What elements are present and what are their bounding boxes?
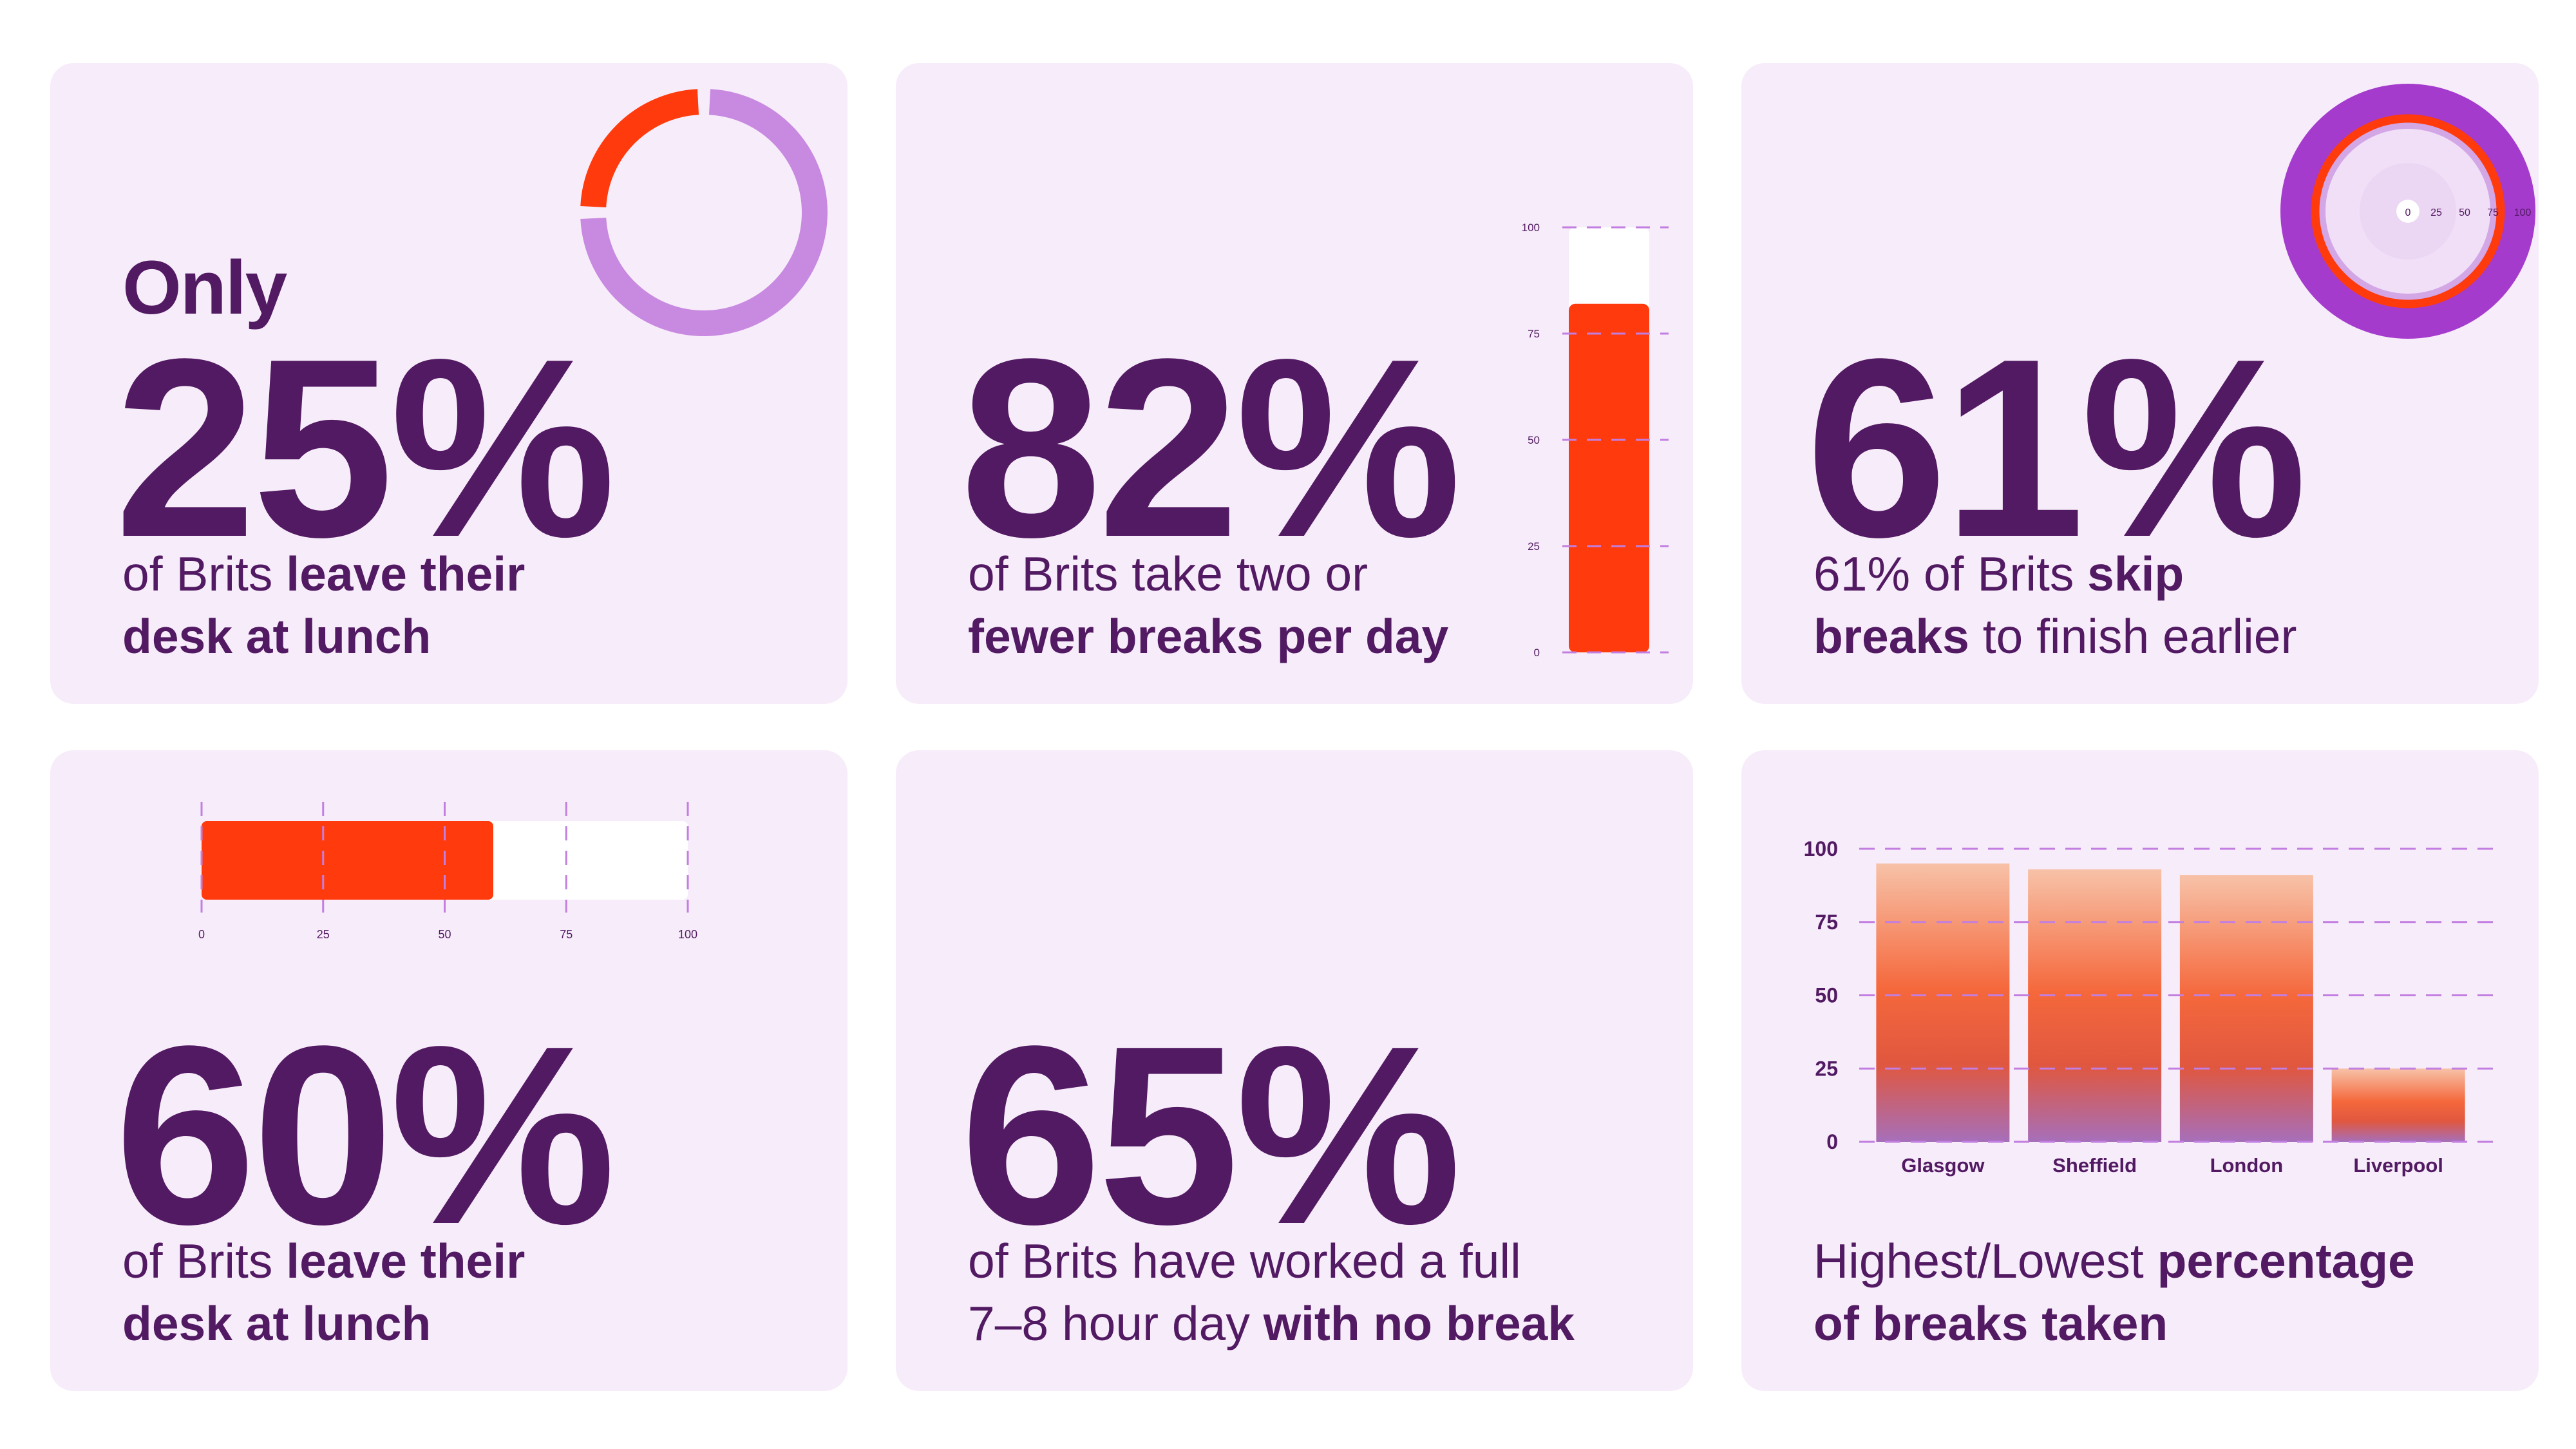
tick-label: 25	[317, 928, 330, 941]
tick-label: 75	[2487, 207, 2499, 218]
tick-label: 100	[2514, 207, 2532, 218]
donut-chart	[580, 89, 828, 336]
stat-description: of Brits leave their desk at lunch	[122, 1230, 525, 1355]
tick-label: 25	[2430, 207, 2442, 218]
donut-slice	[580, 89, 699, 208]
radial-chart: 0 25 50 75 100	[2280, 84, 2535, 339]
desc-text: desk at lunch	[122, 609, 431, 663]
radial-value-ring	[2311, 114, 2505, 308]
category-label: Liverpool	[2353, 1154, 2443, 1177]
stat-card-city-breaks: Glasgow Sheffield London Liverpool 0 25 50 75 10…	[1741, 750, 2539, 1391]
tick-label: 50	[438, 928, 451, 941]
category-label: London	[2210, 1154, 2284, 1177]
category-label: Glasgow	[1901, 1154, 1985, 1177]
bar	[2331, 1068, 2465, 1142]
desc-text: 61% of Brits	[1814, 547, 2088, 601]
bar	[202, 821, 493, 900]
radial-center	[2396, 200, 2420, 223]
stat-prefix: Only	[122, 245, 287, 330]
desc-text: of Brits take two or	[968, 547, 1368, 601]
stat-description: Highest/Lowest percentage of breaks taken	[1814, 1230, 2415, 1355]
stat-card-skip-breaks-61: 0 25 50 75 100 61% 61% of Brits skip breaks t…	[1741, 63, 2539, 704]
desc-text: of Brits	[122, 547, 287, 601]
stat-value: 61%	[1806, 305, 2307, 590]
desc-text: desk at lunch	[122, 1296, 431, 1350]
tick-label: 0	[1534, 647, 1540, 659]
stat-value: 82%	[960, 305, 1462, 590]
tick-label: 25	[1815, 1057, 1838, 1080]
tick-label: 100	[678, 928, 697, 941]
desc-text: 7–8 hour day	[968, 1296, 1264, 1350]
vertical-bar-chart: 0 25 50 75 100	[1522, 222, 1669, 659]
bar	[2028, 869, 2162, 1142]
stat-value: 25%	[115, 305, 616, 590]
desc-text: of Brits	[122, 1234, 287, 1288]
tick-label: 50	[1815, 984, 1838, 1007]
tick-label: 25	[1528, 540, 1540, 553]
tick-label: 100	[1804, 837, 1838, 860]
stat-description: of Brits leave their desk at lunch	[122, 543, 525, 668]
bar	[1876, 863, 2010, 1142]
stat-card-few-breaks-82: 0 25 50 75 100 82% of Brits take two or fewer…	[896, 63, 1693, 704]
desc-text: skip	[2087, 547, 2184, 601]
tick-label: 50	[1528, 434, 1540, 446]
stat-value: 65%	[960, 992, 1462, 1277]
stat-card-leave-desk-60: 0 25 50 75 100 60% of Brits leave their desk …	[50, 750, 848, 1391]
desc-text: Highest/Lowest	[1814, 1234, 2157, 1288]
horizontal-bar-chart: 0 25 50 75 100	[198, 802, 697, 941]
stat-description: of Brits have worked a full 7–8 hour day …	[968, 1230, 1575, 1355]
stat-value: 60%	[115, 992, 616, 1277]
desc-text: leave their	[286, 1234, 526, 1288]
desc-text: percentage	[2157, 1234, 2415, 1288]
tick-label: 75	[1528, 328, 1540, 340]
tick-label: 0	[198, 928, 205, 941]
stat-card-no-break-65: 65% of Brits have worked a full 7–8 hour …	[896, 750, 1693, 1391]
tick-label: 75	[560, 928, 573, 941]
bar	[1569, 303, 1649, 652]
tick-label: 75	[1815, 911, 1838, 934]
stat-description: 61% of Brits skip breaks to finish earlie…	[1814, 543, 2297, 668]
desc-text: fewer breaks per day	[968, 609, 1449, 663]
donut-slice	[580, 89, 828, 336]
stat-description: of Brits take two or fewer breaks per day	[968, 543, 1448, 668]
desc-text: to finish earlier	[1969, 609, 2297, 663]
category-label: Sheffield	[2052, 1154, 2137, 1177]
tick-label: 50	[2459, 207, 2470, 218]
stat-card-leave-desk-25: Only 25% of Brits leave their desk at lun…	[50, 63, 848, 704]
desc-text: of breaks taken	[1814, 1296, 2168, 1350]
desc-text: of Brits have worked a full	[968, 1234, 1521, 1288]
desc-text: breaks	[1814, 609, 1969, 663]
city-bar-chart: Glasgow Sheffield London Liverpool 0 25 50 75 10…	[1804, 837, 2494, 1177]
tick-label: 100	[1522, 222, 1540, 234]
desc-text: with no break	[1263, 1296, 1575, 1350]
desc-text: leave their	[286, 547, 526, 601]
tick-label: 0	[2405, 207, 2411, 218]
bar	[2179, 875, 2313, 1142]
tick-label: 0	[1826, 1130, 1838, 1153]
